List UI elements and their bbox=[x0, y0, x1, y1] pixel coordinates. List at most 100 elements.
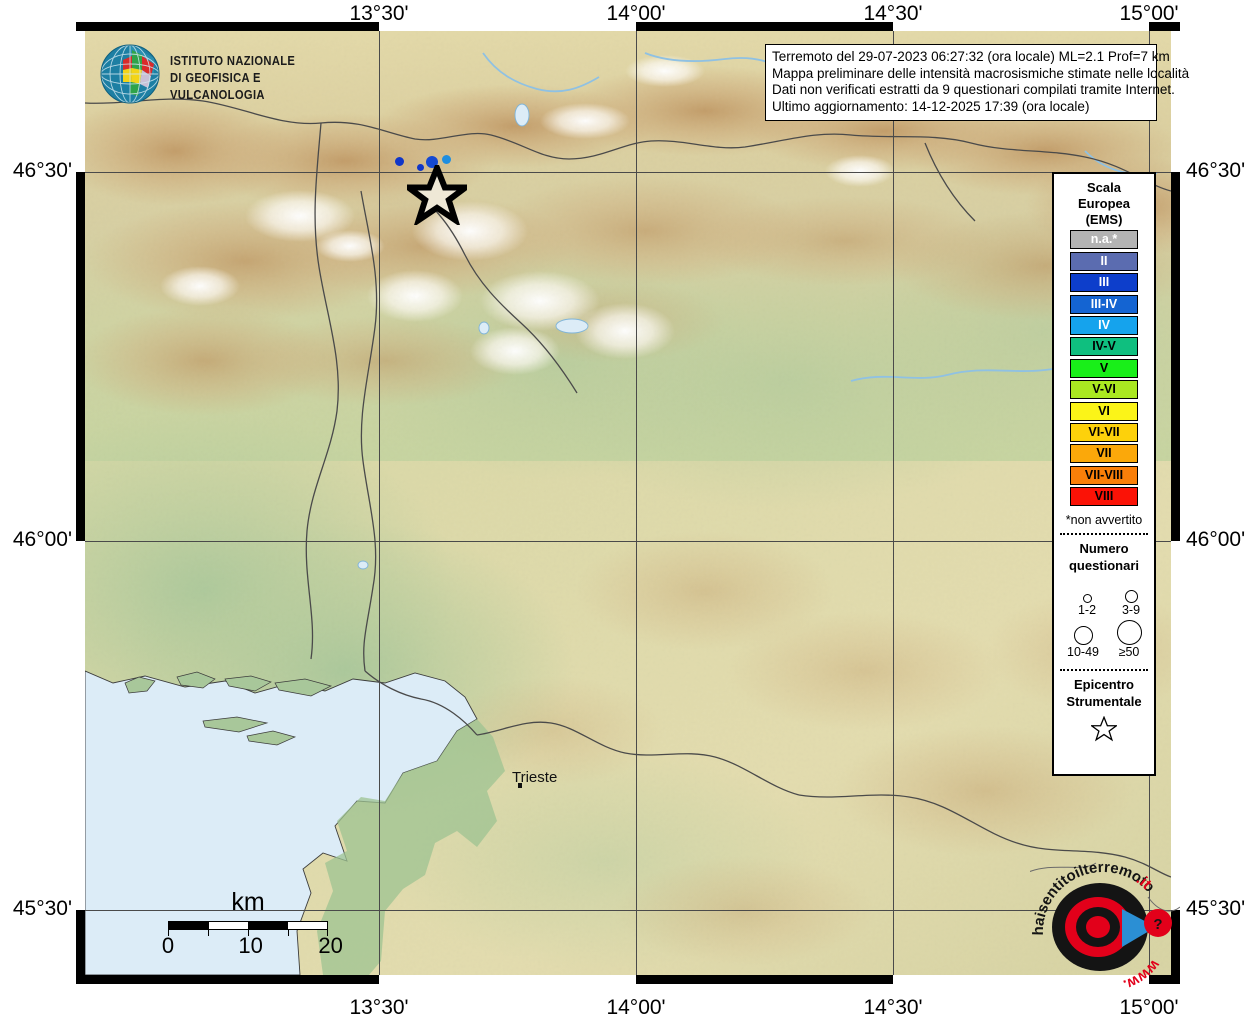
place-label-trieste: Trieste bbox=[512, 769, 558, 786]
questionnaire-count-key: 1-2 3-9 10-49 ≥50 bbox=[1058, 577, 1150, 663]
legend-scale-title-line-3: (EMS) bbox=[1085, 212, 1123, 227]
intensity-point[interactable] bbox=[441, 154, 451, 164]
longitude-label-bottom-0: 13°30' bbox=[349, 996, 409, 1019]
ems-intensity-swatches: n.a.* II III III-IV IV IV-V V V-VI VI VI-VII VII VI… bbox=[1058, 230, 1150, 507]
frame-tick-bottom-3 bbox=[893, 975, 1149, 984]
event-info-line-2: Mappa preliminare delle intensità macros… bbox=[772, 65, 1190, 81]
legend-scale-title: Scala Europea (EMS) bbox=[1058, 180, 1150, 228]
intensity-point[interactable] bbox=[416, 163, 424, 171]
ingv-globe-icon bbox=[100, 44, 160, 104]
national-borders bbox=[85, 98, 1171, 878]
ingv-logo: ISTITUTO NAZIONALE DI GEOFISICA E VULCAN… bbox=[98, 42, 320, 106]
frame-tick-top-3 bbox=[893, 22, 1149, 31]
event-info-line-1: Terremoto del 29-07-2023 06:27:32 (ora l… bbox=[772, 49, 1170, 64]
questionnaire-key-circle-icon bbox=[1116, 620, 1142, 646]
frame-tick-right-0 bbox=[1171, 31, 1180, 172]
questionnaire-key-0: 1-2 bbox=[1066, 577, 1108, 617]
legend-footnote: *non avvertito bbox=[1065, 513, 1143, 528]
legend-divider-2 bbox=[1060, 669, 1148, 672]
legend-epicenter-title-line-2: Strumentale bbox=[1066, 694, 1142, 710]
legend-count-title-line-1: Numero bbox=[1079, 541, 1129, 557]
latitude-label-left-1: 46°00' bbox=[12, 528, 72, 551]
ems-swatch-n-a-: n.a.* bbox=[1070, 230, 1138, 250]
legend-scale-title-line-1: Scala bbox=[1087, 180, 1121, 195]
graticule-meridian-0 bbox=[379, 31, 380, 975]
svg-text:?: ? bbox=[1153, 916, 1162, 933]
latitude-label-right-1: 46°00' bbox=[1186, 528, 1246, 551]
legend-divider-1 bbox=[1060, 533, 1148, 536]
haisentitoilterremoto-watermark: ? haisentitoilterremoto .it www. bbox=[1025, 855, 1181, 995]
questionnaire-key-label: 10-49 bbox=[1067, 645, 1099, 660]
ems-swatch-ii: II bbox=[1070, 251, 1138, 271]
frame-tick-bottom-4 bbox=[1149, 975, 1171, 984]
scale-bar: km 0 10 20 bbox=[162, 888, 343, 958]
frame-tick-right-1 bbox=[1171, 172, 1180, 541]
questionnaire-key-circle-icon bbox=[1082, 594, 1092, 604]
frame-tick-left-1 bbox=[76, 172, 85, 541]
frame-tick-left-2 bbox=[76, 541, 85, 910]
longitude-label-bottom-3: 15°00' bbox=[1119, 996, 1179, 1019]
event-info-box: Terremoto del 29-07-2023 06:27:32 (ora l… bbox=[765, 44, 1190, 121]
ingv-line-2: DI GEOFISICA E VULCANOLOGIA bbox=[170, 70, 265, 102]
scale-bar-label-20: 20 bbox=[318, 933, 343, 958]
ems-swatch-iv: IV bbox=[1070, 315, 1138, 335]
latitude-label-left-2: 45°30' bbox=[12, 897, 72, 920]
ems-swatch-v: V bbox=[1070, 358, 1138, 378]
longitude-label-top-0: 13°30' bbox=[349, 2, 409, 25]
graticule-meridian-1 bbox=[636, 31, 637, 975]
frame-tick-bottom-2 bbox=[636, 975, 893, 984]
frame-tick-left-3 bbox=[76, 910, 85, 975]
questionnaire-key-3: ≥50 bbox=[1108, 619, 1150, 659]
questionnaire-key-label: ≥50 bbox=[1118, 645, 1140, 660]
legend-scale-title-line-2: Europea bbox=[1077, 196, 1130, 211]
questionnaire-key-1: 3-9 bbox=[1110, 577, 1152, 617]
latitude-label-right-2: 45°30' bbox=[1186, 897, 1246, 920]
ingv-line-1: ISTITUTO NAZIONALE bbox=[170, 53, 296, 68]
scale-bar-labels: 0 10 20 bbox=[162, 931, 343, 958]
legend-star-outline-icon bbox=[1089, 715, 1119, 742]
scale-bar-unit: km bbox=[231, 888, 265, 916]
longitude-label-bottom-1: 14°00' bbox=[606, 996, 666, 1019]
questionnaire-key-circle-icon bbox=[1073, 626, 1093, 646]
ems-swatch-iii: III bbox=[1070, 273, 1138, 293]
scale-bar-label-10: 10 bbox=[238, 933, 263, 958]
frame-tick-left-0 bbox=[76, 31, 85, 172]
graticule-meridian-2 bbox=[893, 31, 894, 975]
ems-swatch-vi: VI bbox=[1070, 401, 1138, 421]
questionnaire-key-circle-icon bbox=[1124, 590, 1138, 604]
map-legend: Scala Europea (EMS) n.a.* II III III-IV IV IV… bbox=[1052, 172, 1156, 776]
ingv-logo-text: ISTITUTO NAZIONALE DI GEOFISICA E VULCAN… bbox=[170, 52, 299, 103]
intensity-point[interactable] bbox=[394, 156, 404, 166]
scale-bar-track bbox=[168, 921, 328, 930]
ems-swatch-vii-viii: VII-VIII bbox=[1070, 465, 1138, 485]
legend-epicenter-title: Epicentro Strumentale bbox=[1058, 676, 1150, 710]
questionnaire-key-2: 10-49 bbox=[1062, 619, 1104, 659]
latitude-label-right-0: 46°30' bbox=[1186, 159, 1246, 182]
place-marker-trieste bbox=[518, 783, 522, 788]
questionnaire-key-label: 1-2 bbox=[1077, 603, 1097, 618]
scale-bar-label-0: 0 bbox=[161, 933, 175, 958]
ems-swatch-viii: VIII bbox=[1070, 487, 1138, 507]
legend-epicenter-title-line-1: Epicentro bbox=[1074, 677, 1134, 693]
hsit-logo-icon: ? haisentitoilterremoto .it www. bbox=[1025, 859, 1181, 993]
longitude-label-bottom-2: 14°30' bbox=[863, 996, 923, 1019]
graticule-parallel-1 bbox=[85, 541, 1171, 542]
ems-swatch-iii-iv: III-IV bbox=[1070, 294, 1138, 314]
event-info-line-4: Ultimo aggiornamento: 14-12-2025 17:39 (… bbox=[772, 98, 1090, 114]
ems-swatch-v-vi: V-VI bbox=[1070, 380, 1138, 400]
questionnaire-key-label: 3-9 bbox=[1121, 603, 1141, 618]
frame-tick-right-2 bbox=[1171, 541, 1180, 910]
longitude-label-top-1: 14°00' bbox=[606, 2, 666, 25]
event-info-line-3: Dati non verificati estratti da 9 questi… bbox=[772, 82, 1175, 97]
frame-tick-right-3 bbox=[1171, 910, 1180, 975]
scale-bar-ticks bbox=[168, 930, 328, 936]
frame-tick-top-1 bbox=[379, 22, 636, 31]
frame-tick-bottom-0 bbox=[85, 975, 379, 984]
frame-tick-top-4 bbox=[1149, 22, 1171, 31]
graticule-parallel-0 bbox=[85, 172, 1171, 173]
graticule-parallel-2 bbox=[85, 910, 1171, 911]
epicenter-star-icon bbox=[407, 165, 467, 225]
frame-tick-top-2 bbox=[636, 22, 893, 31]
map-canvas[interactable]: Trieste bbox=[85, 31, 1171, 975]
